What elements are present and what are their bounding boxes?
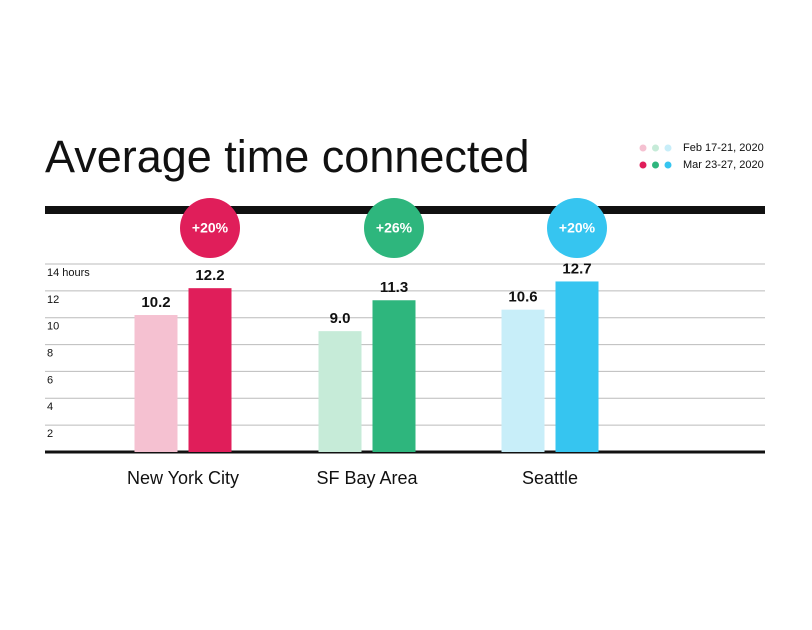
legend-dot [652, 144, 659, 152]
value-label: 10.6 [508, 289, 537, 306]
change-badge [180, 198, 240, 258]
bar [372, 300, 416, 452]
legend-dot [639, 161, 647, 169]
bar [318, 331, 362, 452]
change-badge [364, 198, 424, 258]
x-tick-label: Seattle [522, 468, 578, 488]
y-tick-label: 4 [47, 401, 53, 413]
y-tick-label: 12 [47, 294, 59, 306]
value-label: 10.2 [141, 294, 170, 311]
y-tick-label: 14 hours [47, 267, 90, 279]
bar [134, 315, 178, 452]
legend-dot [639, 144, 647, 152]
value-label: 9.0 [330, 310, 351, 327]
x-tick-label: SF Bay Area [316, 468, 418, 488]
chart-title: Average time connected [45, 131, 529, 182]
legend-label: Feb 17-21, 2020 [683, 142, 764, 154]
change-label: +20% [192, 220, 229, 236]
y-tick-label: 10 [47, 321, 59, 333]
value-label: 12.2 [195, 267, 224, 284]
change-label: +20% [559, 220, 596, 236]
legend-dot [652, 161, 659, 169]
legend-dot [664, 144, 672, 152]
bar [501, 309, 545, 452]
bar [188, 288, 232, 452]
y-tick-label: 2 [47, 428, 53, 440]
value-label: 11.3 [380, 279, 408, 296]
bar [555, 281, 599, 452]
y-tick-label: 6 [47, 374, 53, 386]
legend-label: Mar 23-27, 2020 [683, 159, 764, 171]
change-label: +26% [376, 220, 413, 236]
value-label: 12.7 [562, 260, 591, 277]
change-badge [547, 198, 607, 258]
x-tick-label: New York City [127, 468, 239, 488]
y-tick-label: 8 [47, 347, 53, 359]
legend-dot [664, 161, 672, 169]
